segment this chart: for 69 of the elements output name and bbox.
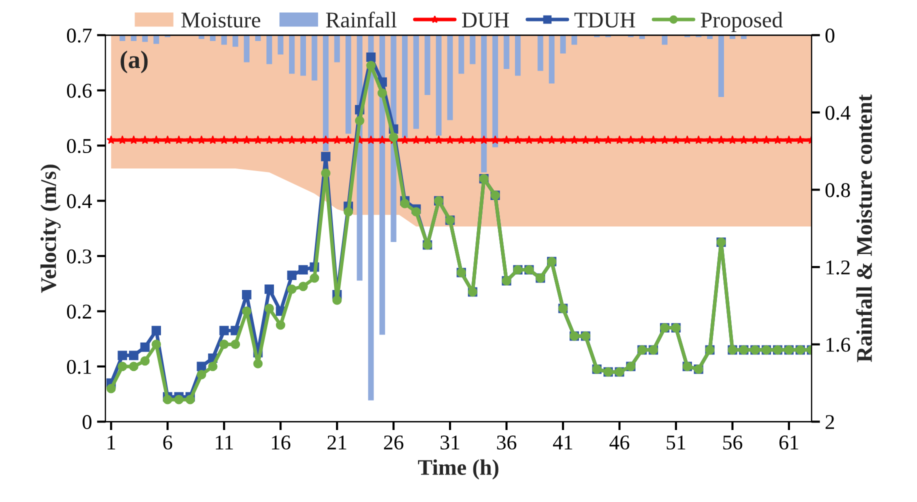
y2-tick-label: 1.6 bbox=[826, 338, 850, 352]
y2-tick-label: 2 bbox=[826, 415, 834, 429]
y2-tick-label: 0.4 bbox=[826, 106, 850, 120]
x-tick-label: 46 bbox=[609, 436, 630, 450]
x-axis-title: Time (h) bbox=[418, 459, 498, 480]
bar bbox=[266, 35, 272, 64]
bar bbox=[210, 35, 216, 41]
y2-tick-label: 1.2 bbox=[826, 260, 850, 275]
x-tick-label: 51 bbox=[666, 436, 686, 450]
bar bbox=[289, 35, 295, 74]
x-tick-label: 26 bbox=[384, 436, 404, 450]
y-tick-label: 0.6 bbox=[67, 84, 92, 98]
bar bbox=[300, 35, 306, 76]
y-tick-label: 0.3 bbox=[67, 249, 92, 264]
annotation: (a) bbox=[120, 50, 148, 74]
bar bbox=[548, 35, 555, 84]
x-tick-label: 1 bbox=[108, 436, 116, 450]
bar bbox=[470, 35, 476, 64]
legend-label: DUH bbox=[462, 12, 509, 28]
y2-tick-label: 0 bbox=[826, 28, 834, 43]
y2-tick-label: 0.8 bbox=[826, 183, 850, 198]
legend-label: Proposed bbox=[700, 12, 783, 32]
bar bbox=[255, 35, 261, 41]
bar bbox=[730, 35, 736, 40]
bar bbox=[514, 35, 521, 76]
y2-axis-title: Rainfall & Moisture content bbox=[856, 94, 872, 362]
bar bbox=[718, 35, 724, 97]
bar bbox=[312, 35, 318, 81]
legend-label: Rainfall bbox=[326, 12, 397, 28]
bar bbox=[413, 35, 419, 129]
x-tick-label: 21 bbox=[328, 436, 346, 450]
bar bbox=[142, 35, 148, 42]
y-tick-label: 0.1 bbox=[67, 360, 92, 374]
x-tick-label: 36 bbox=[497, 436, 516, 450]
y-tick-label: 0.5 bbox=[67, 138, 92, 154]
x-tick-label: 61 bbox=[779, 436, 798, 450]
bar bbox=[571, 35, 578, 45]
x-tick-label: 31 bbox=[440, 436, 460, 450]
y-axis-title: Velocity (m/s) bbox=[40, 164, 61, 293]
bar bbox=[244, 35, 250, 62]
legend-label: TDUH bbox=[574, 12, 636, 28]
x-tick-label: 16 bbox=[272, 436, 290, 450]
bar bbox=[130, 35, 137, 41]
bar bbox=[153, 35, 160, 44]
y-tick-label: 0 bbox=[82, 415, 92, 430]
y-tick-label: 0.7 bbox=[67, 28, 92, 43]
bar bbox=[232, 35, 238, 47]
bar bbox=[504, 35, 510, 69]
x-tick-label: 6 bbox=[163, 436, 172, 450]
legend-label: Moisture bbox=[181, 12, 260, 28]
bar bbox=[120, 35, 126, 41]
bar bbox=[346, 35, 352, 134]
x-tick-label: 56 bbox=[723, 436, 742, 450]
x-tick-label: 41 bbox=[552, 436, 572, 450]
bar bbox=[447, 35, 453, 120]
bar bbox=[278, 35, 284, 54]
bar bbox=[424, 35, 430, 96]
x-tick-label: 11 bbox=[216, 436, 233, 450]
y-tick-label: 0.2 bbox=[67, 304, 92, 319]
bar bbox=[492, 35, 498, 148]
bar bbox=[334, 35, 340, 62]
y-tick-label: 0.4 bbox=[67, 194, 92, 208]
bar bbox=[198, 35, 204, 40]
bar bbox=[481, 35, 487, 172]
bar bbox=[458, 35, 464, 74]
bar bbox=[560, 35, 566, 54]
bar bbox=[538, 35, 544, 71]
bar bbox=[221, 35, 227, 45]
bar bbox=[662, 35, 668, 45]
